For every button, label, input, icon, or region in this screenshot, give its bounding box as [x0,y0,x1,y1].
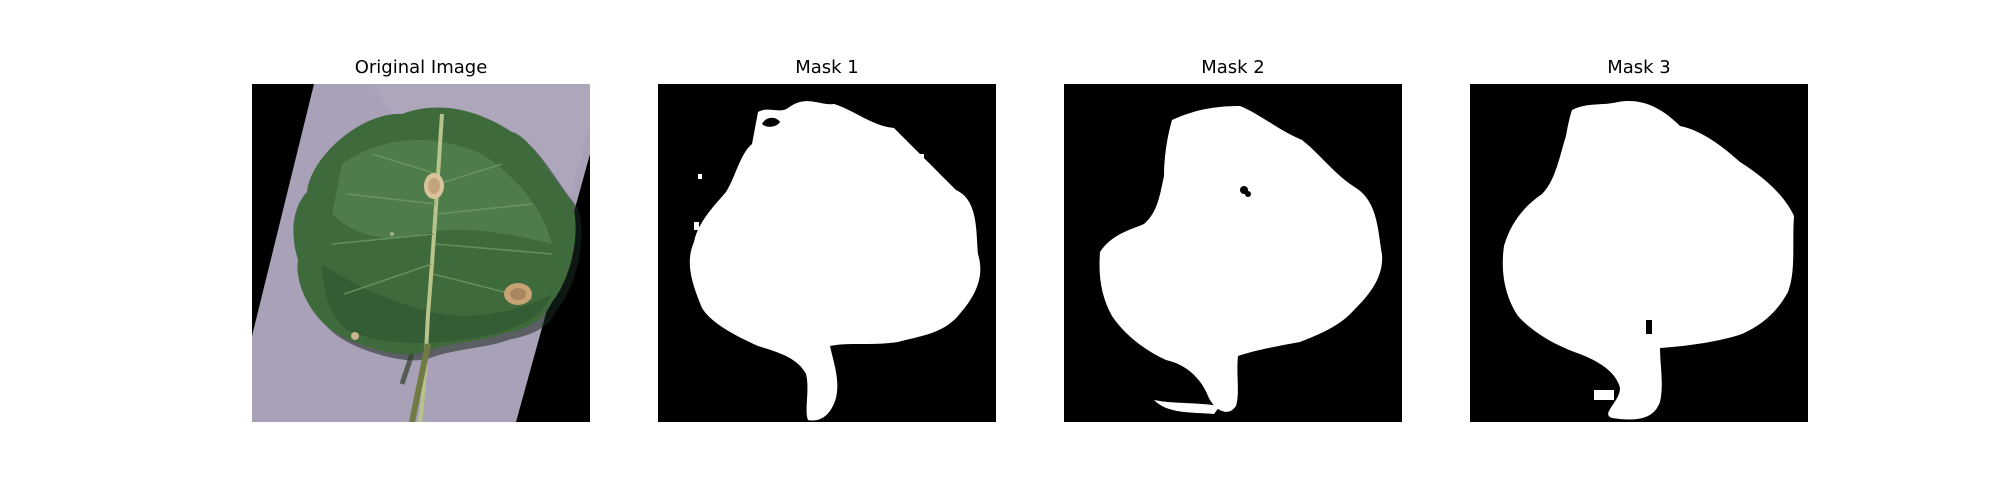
panel-title: Original Image [354,57,488,78]
mask-region [1099,106,1383,412]
mask-region [1502,101,1794,420]
original-leaf-image [252,84,590,422]
panel-title: Mask 1 [795,57,859,78]
panel-mask-2: Mask 2 [1064,56,1402,422]
panel-mask-1: Mask 1 [658,56,996,422]
mask-1-image [658,84,996,422]
mask-3-image [1470,84,1808,422]
panel-title: Mask 2 [1201,57,1265,78]
panel-original-image: Original Image [252,56,590,422]
panel-mask-3: Mask 3 [1470,56,1808,422]
mask-region [689,101,981,421]
panel-title: Mask 3 [1607,57,1671,78]
mask-2-image [1064,84,1402,422]
